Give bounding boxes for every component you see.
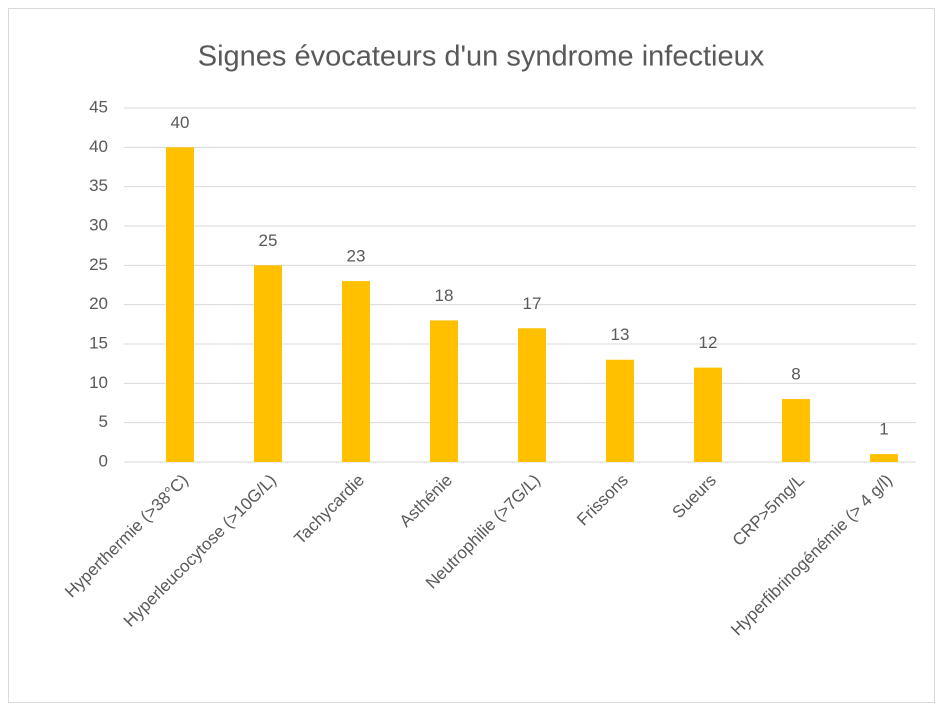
y-tick-label: 20 <box>89 294 108 313</box>
bar <box>518 328 546 462</box>
y-tick-label: 15 <box>89 333 108 352</box>
y-tick-label: 40 <box>89 137 108 156</box>
data-label: 13 <box>611 325 630 344</box>
bar <box>430 320 458 462</box>
y-tick-label: 30 <box>89 215 108 234</box>
data-label: 23 <box>347 247 366 266</box>
data-label: 40 <box>171 113 190 132</box>
chart-border <box>8 8 935 703</box>
bar <box>694 367 722 462</box>
y-tick-label: 35 <box>89 176 108 195</box>
y-tick-label: 5 <box>99 412 108 431</box>
bar <box>782 399 810 462</box>
bar <box>254 265 282 462</box>
y-tick-label: 10 <box>89 373 108 392</box>
data-label: 25 <box>259 231 278 250</box>
data-label: 12 <box>699 333 718 352</box>
chart-title: Signes évocateurs d'un syndrome infectie… <box>198 41 765 73</box>
y-tick-label: 25 <box>89 255 108 274</box>
data-label: 17 <box>523 294 542 313</box>
bar <box>342 281 370 462</box>
bar <box>606 359 634 462</box>
data-label: 1 <box>879 420 888 439</box>
data-label: 18 <box>435 286 454 305</box>
y-tick-label: 0 <box>99 451 108 470</box>
data-label: 8 <box>791 365 800 384</box>
y-tick-label: 45 <box>89 97 108 116</box>
bar <box>870 454 898 462</box>
bar <box>166 147 194 463</box>
